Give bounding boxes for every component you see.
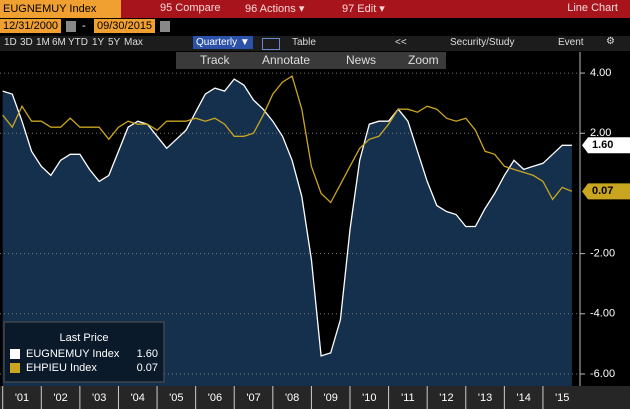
legend-swatch — [10, 363, 20, 373]
x-tick-label: '10 — [362, 392, 376, 404]
menu-item[interactable]: 96 Actions ▾ — [245, 3, 305, 15]
legend-label: EHPIEU Index — [26, 362, 97, 374]
x-tick-label: '13 — [478, 392, 492, 404]
x-tick-label: '06 — [208, 392, 222, 404]
range-button[interactable]: 1D — [4, 37, 17, 48]
end-date[interactable]: 09/30/2015 — [94, 19, 156, 33]
menu-item[interactable]: 95 Compare — [160, 2, 221, 14]
tool[interactable]: Zoom — [408, 53, 439, 67]
y-tick-label: -2.00 — [590, 248, 615, 260]
range-button[interactable]: Max — [124, 37, 143, 48]
line — [2, 78, 572, 357]
range-button[interactable]: 5Y — [108, 37, 121, 48]
x-tick-label: '15 — [555, 392, 569, 404]
legend-label: EUGNEMUY Index — [26, 348, 120, 360]
range-button[interactable]: 6M — [52, 37, 66, 48]
line — [2, 75, 573, 204]
area — [2, 79, 572, 386]
x-tick-label: '08 — [285, 392, 299, 404]
date-dash: - — [82, 20, 86, 32]
x-tick-label: '12 — [439, 392, 453, 404]
x-tick-label: '07 — [246, 392, 260, 404]
settings-icon[interactable]: ⚙ — [606, 36, 615, 47]
chart-icon[interactable] — [262, 38, 280, 50]
last-value-tag — [582, 183, 630, 200]
period[interactable]: Quarterly ▼ — [193, 36, 253, 49]
date-bar: 12/31/2000 - 09/30/2015 — [0, 19, 630, 35]
tool[interactable]: News — [346, 53, 377, 67]
x-tick-label: '11 — [401, 392, 415, 404]
x-tick-label: '03 — [92, 392, 106, 404]
y-tick-label: 2.00 — [590, 127, 611, 139]
y-tick-label: 4.00 — [590, 67, 611, 79]
date-icon[interactable] — [160, 21, 170, 32]
menu-item[interactable]: 97 Edit ▾ — [342, 3, 385, 15]
legend-swatch — [10, 349, 20, 359]
tool[interactable]: Annotate — [262, 53, 311, 67]
title-bar: EUGNEMUY Index 95 Compare 96 Actions ▾ 9… — [0, 0, 630, 18]
y-tick-label: -4.00 — [590, 308, 615, 320]
legend-value: 1.60 — [137, 348, 158, 360]
table-button[interactable]: Table — [292, 37, 316, 48]
view-name: Line Chart — [567, 2, 618, 14]
range-button[interactable]: 3D — [20, 37, 33, 48]
last-value-label: 0.07 — [592, 185, 613, 197]
legend: Last Price EUGNEMUY Index 1.60 EHPIEU Index… — [3, 321, 165, 383]
x-tick-label: '09 — [324, 392, 338, 404]
tool[interactable]: Track — [200, 53, 230, 67]
ticker[interactable]: EUGNEMUY Index — [0, 0, 121, 18]
range-button[interactable]: 1M — [36, 37, 50, 48]
x-tick-label: '02 — [53, 392, 67, 404]
study-button[interactable]: Security/Study — [450, 37, 515, 48]
tool-bar: Track Annotate News Zoom — [176, 52, 446, 69]
x-tick-label: '04 — [131, 392, 145, 404]
y-tick-label: -6.00 — [590, 368, 615, 380]
last-value-tag — [582, 137, 630, 154]
legend-title: Last Price — [60, 332, 109, 344]
last-value-label: 1.60 — [592, 139, 613, 151]
legend-value: 0.07 — [137, 362, 158, 374]
x-tick-label: '14 — [516, 392, 530, 404]
range-bar: Quarterly ▼ Table << Security/Study Even… — [0, 36, 630, 51]
legend-box — [3, 321, 165, 383]
range-button[interactable]: YTD — [68, 37, 88, 48]
start-date[interactable]: 12/31/2000 — [0, 19, 62, 33]
date-icon[interactable] — [66, 21, 76, 32]
event-button[interactable]: Event — [558, 37, 584, 48]
back-button[interactable]: << — [395, 37, 407, 48]
range-button[interactable]: 1Y — [92, 37, 105, 48]
x-tick-label: '01 — [15, 392, 29, 404]
x-tick-label: '05 — [169, 392, 183, 404]
